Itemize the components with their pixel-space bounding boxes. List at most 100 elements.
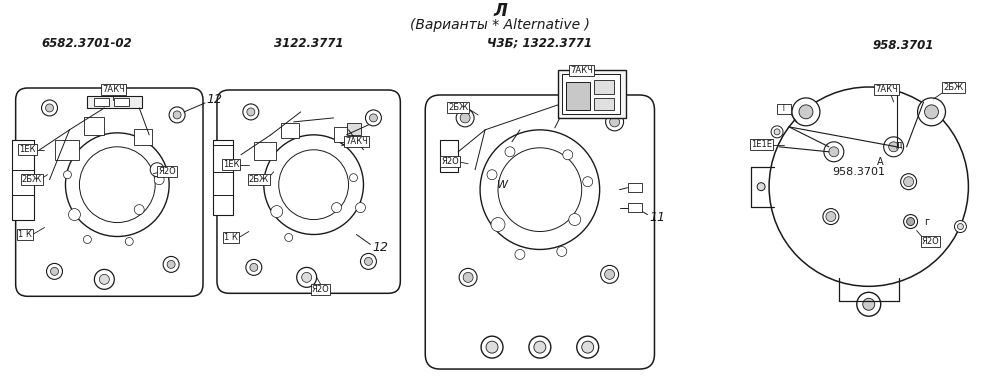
FancyBboxPatch shape — [16, 88, 203, 296]
Circle shape — [51, 267, 58, 275]
Circle shape — [529, 336, 551, 358]
Text: г: г — [924, 217, 929, 227]
Circle shape — [350, 174, 357, 182]
Text: А: А — [877, 157, 884, 167]
Bar — [558, 70, 626, 118]
Circle shape — [150, 163, 164, 177]
Text: W: W — [496, 180, 507, 190]
Text: 2БЖ: 2БЖ — [22, 175, 42, 184]
Circle shape — [94, 270, 114, 289]
Circle shape — [302, 272, 312, 282]
Text: 7АКЧ: 7АКЧ — [345, 137, 368, 146]
Circle shape — [904, 215, 918, 228]
Circle shape — [125, 237, 133, 245]
Circle shape — [582, 341, 594, 353]
Bar — [347, 123, 361, 135]
Circle shape — [365, 110, 381, 126]
Circle shape — [169, 107, 185, 123]
Bar — [628, 203, 642, 212]
Text: д: д — [895, 140, 902, 150]
Circle shape — [47, 263, 62, 279]
Circle shape — [889, 142, 899, 152]
Circle shape — [826, 212, 836, 222]
FancyBboxPatch shape — [425, 95, 654, 369]
Circle shape — [857, 292, 881, 316]
Text: 11: 11 — [649, 211, 665, 224]
Circle shape — [498, 148, 582, 232]
Circle shape — [279, 150, 349, 220]
Circle shape — [63, 171, 71, 179]
Text: І: І — [778, 104, 790, 113]
Bar — [566, 82, 590, 110]
Circle shape — [154, 175, 164, 185]
Circle shape — [925, 105, 939, 119]
Text: Я2О: Я2О — [312, 285, 329, 294]
Text: 1 К: 1 К — [18, 230, 32, 239]
Text: Я2О: Я2О — [441, 157, 459, 166]
Circle shape — [285, 233, 293, 242]
Bar — [628, 183, 642, 192]
Circle shape — [954, 220, 966, 233]
Circle shape — [46, 104, 54, 112]
Circle shape — [134, 205, 144, 215]
Circle shape — [99, 275, 109, 284]
Circle shape — [907, 218, 915, 225]
Circle shape — [487, 170, 497, 180]
Circle shape — [480, 130, 600, 250]
Circle shape — [515, 250, 525, 260]
Text: 1ЕК: 1ЕК — [19, 145, 36, 154]
Circle shape — [369, 114, 377, 122]
Circle shape — [79, 147, 155, 223]
Bar — [281, 123, 299, 138]
Circle shape — [264, 135, 363, 235]
Circle shape — [901, 174, 917, 190]
Circle shape — [355, 203, 365, 213]
Bar — [594, 80, 614, 94]
Circle shape — [601, 265, 619, 283]
Bar — [134, 129, 152, 145]
Circle shape — [68, 209, 80, 220]
Circle shape — [243, 104, 259, 120]
Text: (Варианты * Alternative ): (Варианты * Alternative ) — [410, 18, 590, 32]
Text: 1ЕК: 1ЕК — [223, 160, 239, 169]
Circle shape — [606, 113, 624, 131]
Circle shape — [583, 177, 593, 187]
Circle shape — [557, 247, 567, 257]
Circle shape — [460, 113, 470, 123]
Text: 1 К: 1 К — [224, 233, 238, 242]
Circle shape — [505, 147, 515, 157]
Text: 2БЖ: 2БЖ — [448, 103, 468, 113]
Circle shape — [83, 235, 91, 243]
Circle shape — [486, 341, 498, 353]
Bar — [562, 74, 620, 114]
Bar — [334, 127, 352, 142]
Circle shape — [577, 336, 599, 358]
Circle shape — [163, 257, 179, 272]
Text: 2БЖ: 2БЖ — [249, 175, 269, 184]
Text: 7АКЧ: 7АКЧ — [875, 84, 898, 93]
Circle shape — [42, 100, 58, 116]
Circle shape — [173, 111, 181, 119]
Text: Ч3Б; 1322.3771: Ч3Б; 1322.3771 — [487, 36, 592, 50]
Circle shape — [297, 267, 317, 287]
Circle shape — [247, 108, 255, 116]
Circle shape — [799, 105, 813, 119]
Circle shape — [271, 205, 283, 218]
Bar — [94, 98, 109, 106]
Circle shape — [904, 177, 914, 187]
Circle shape — [884, 137, 904, 157]
Circle shape — [534, 341, 546, 353]
Text: 2БЖ: 2БЖ — [943, 83, 964, 91]
Circle shape — [481, 336, 503, 358]
Circle shape — [610, 117, 620, 127]
Circle shape — [360, 253, 376, 270]
Circle shape — [364, 257, 372, 265]
Circle shape — [957, 223, 963, 230]
Text: 12: 12 — [372, 241, 388, 254]
Text: 6582.3701-02: 6582.3701-02 — [41, 36, 132, 50]
Circle shape — [569, 214, 581, 225]
Circle shape — [829, 147, 839, 157]
Bar — [440, 140, 458, 172]
Circle shape — [246, 260, 262, 275]
Bar — [87, 96, 142, 108]
